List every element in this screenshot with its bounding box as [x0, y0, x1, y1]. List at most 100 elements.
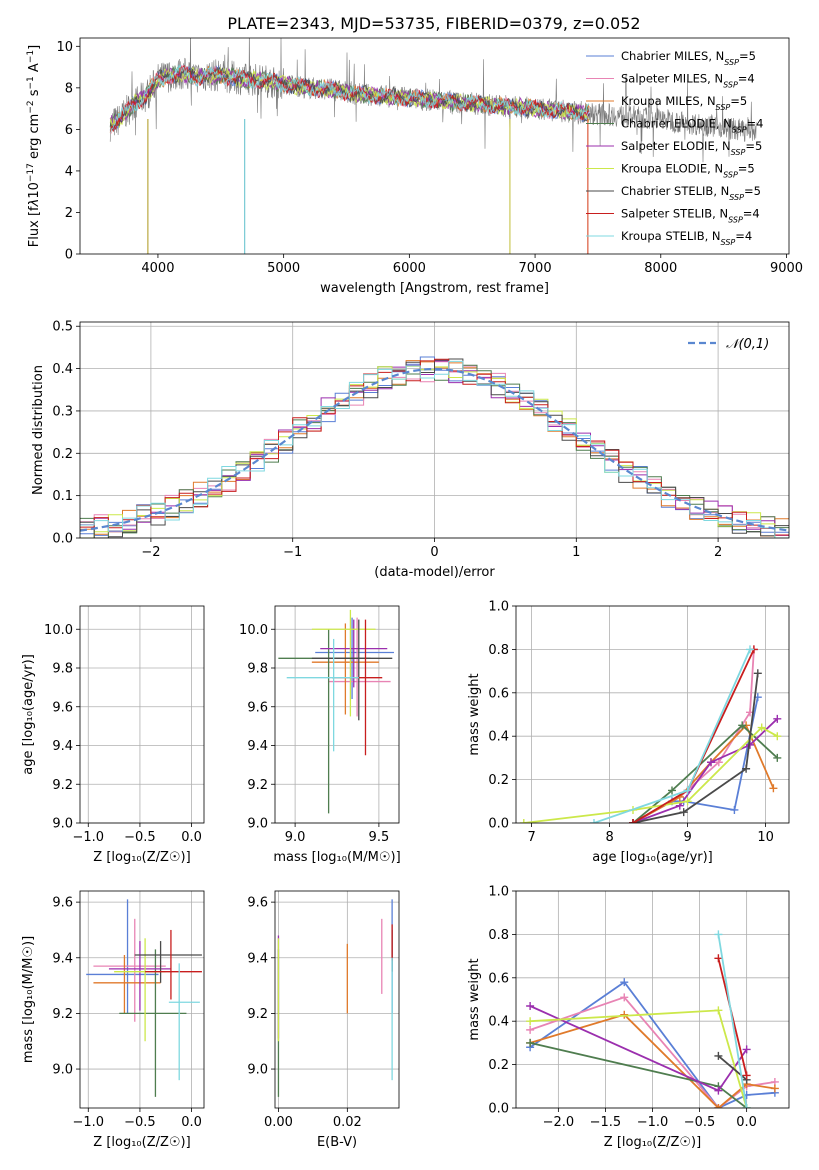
x-tick-label: −1.0 — [72, 1115, 104, 1130]
x-tick-label: −0.5 — [124, 830, 156, 845]
y-tick-label: 1.0 — [488, 885, 509, 900]
legend-entry: Salpeter ELODIE, NSSP=5 — [621, 139, 762, 157]
x-tick-label: −1.5 — [590, 1115, 622, 1130]
data-marker — [730, 805, 739, 814]
data-marker — [773, 732, 782, 741]
axes-frame — [79, 605, 205, 824]
mass-weight-series — [529, 1042, 748, 1108]
series-lines — [526, 930, 779, 1108]
data-marker — [742, 1045, 751, 1054]
legend-entry: Chabrier STELIB, NSSP=5 — [621, 184, 761, 202]
error-bars — [278, 609, 394, 814]
data-marker — [742, 764, 751, 773]
x-axis-label: mass [log₁₀(M/M☉)] — [273, 850, 400, 865]
data-marker — [590, 819, 598, 823]
y-tick-label: 9.2 — [52, 1007, 73, 1022]
data-marker — [683, 797, 692, 806]
age-vs-mass-panel: 9.0 9.5 9.0 9.2 9.4 9.6 9.8 10.0 mass [log₁₀(M/M… — [239, 605, 401, 865]
data-marker — [742, 1104, 751, 1108]
data-marker — [526, 1025, 535, 1034]
data-marker — [757, 723, 766, 732]
x-tick-label: 5000 — [267, 261, 300, 276]
y-tick-label: 0 — [65, 248, 73, 263]
x-tick-label: −2.0 — [543, 1115, 575, 1130]
x-tick-label: 0.0 — [181, 1115, 202, 1130]
x-tick-label: 6000 — [393, 261, 426, 276]
model-spectrum-line — [109, 64, 590, 133]
y-tick-label: 9.0 — [52, 1063, 73, 1078]
mass-weight-vs-metallicity-panel: −2.0 −1.5 −1.0 −0.5 0.0 0.0 0.2 0.4 0.6 0.8 1.0 Z [… — [467, 885, 790, 1150]
y-tick-label: 9.2 — [247, 1007, 268, 1022]
data-marker — [707, 758, 715, 767]
legend-entry: Kroupa STELIB, NSSP=4 — [621, 229, 752, 247]
legend-entry: 𝒩(0,1) — [726, 337, 769, 352]
legend-entry: Chabrier MILES, NSSP=5 — [621, 49, 756, 67]
legend-entry: Salpeter STELIB, NSSP=4 — [621, 207, 760, 225]
x-tick-label: 0.00 — [264, 1115, 293, 1130]
y-tick-label: 9.6 — [52, 700, 73, 715]
mass-weight-series — [717, 934, 748, 1108]
y-axis-label: mass weight — [467, 958, 482, 1040]
y-tick-label: 0.0 — [52, 532, 73, 547]
y-axis-label: mass weight — [467, 673, 482, 755]
y-tick-label: 9.4 — [52, 951, 73, 966]
data-marker — [738, 721, 747, 730]
spectrum-panel: 4000 5000 6000 7000 8000 9000 0 2 4 6 8 10 wavelengt… — [26, 37, 803, 296]
y-tick-label: 9.4 — [247, 951, 268, 966]
data-marker — [773, 753, 782, 762]
y-tick-label: 9.2 — [52, 778, 73, 793]
mass-weight-series — [529, 980, 775, 1108]
age-vs-metallicity-panel: −1.0 −0.5 0.0 9.0 9.2 9.4 9.6 9.8 10.0 Z [log₁₀(Z… — [21, 605, 205, 865]
x-tick-label: −0.5 — [124, 1115, 156, 1130]
histogram-series — [80, 360, 789, 538]
axes-frame — [515, 605, 790, 824]
data-marker — [526, 1038, 535, 1047]
data-marker — [714, 1104, 723, 1108]
x-tick-label: 0.0 — [736, 1115, 757, 1130]
y-tick-label: 0.5 — [52, 320, 73, 335]
error-bars — [86, 899, 202, 1097]
y-axis-label: mass [log₁₀(M/M☉)] — [21, 936, 36, 1063]
data-marker — [714, 954, 723, 963]
data-marker — [668, 786, 676, 795]
residual-histogram-panel: −2 −1 0 1 2 0.0 0.1 0.2 0.3 0.4 0.5 (data-model)/er… — [31, 320, 790, 580]
y-axis-label: Normed distribution — [31, 365, 46, 495]
mass-vs-reddening-panel: 0.00 0.02 9.0 9.2 9.4 9.6 E(B-V) — [247, 890, 400, 1150]
x-tick-label: 10 — [757, 830, 774, 845]
figure-title: PLATE=2343, MJD=53735, FIBERID=0379, z=0… — [227, 14, 640, 33]
y-tick-label: 1.0 — [488, 600, 509, 615]
y-tick-label: 9.0 — [247, 817, 268, 832]
y-tick-label: 0.1 — [52, 489, 73, 504]
y-tick-label: 0.4 — [488, 730, 509, 745]
data-marker — [769, 784, 778, 793]
mass-weight-vs-age-panel: 7 8 9 10 0.0 0.2 0.4 0.6 0.8 1.0 age [log₁₀(age/yr… — [467, 600, 790, 865]
y-tick-label: 0.2 — [488, 1058, 509, 1073]
axes-frame — [79, 321, 790, 539]
data-marker — [620, 1010, 629, 1019]
y-tick-label: 9.8 — [52, 662, 73, 677]
data-marker — [679, 808, 688, 817]
y-tick-label: 9.0 — [247, 1063, 268, 1078]
x-tick-label: 9000 — [770, 261, 803, 276]
y-tick-label: 0.3 — [52, 404, 73, 419]
y-tick-label: 0.6 — [488, 686, 509, 701]
spectrum-lines — [109, 38, 757, 254]
data-marker — [526, 1002, 535, 1011]
x-tick-label: −2 — [141, 545, 160, 560]
y-tick-label: 8 — [65, 81, 73, 96]
legend-entry: Salpeter MILES, NSSP=4 — [621, 72, 755, 90]
data-marker — [620, 993, 629, 1002]
y-tick-label: 9.6 — [52, 896, 73, 911]
model-spectrum-line — [109, 66, 590, 131]
data-marker — [714, 1051, 723, 1060]
x-tick-label: −0.5 — [684, 1115, 716, 1130]
x-tick-label: 9.0 — [285, 830, 306, 845]
x-tick-label: 1 — [572, 545, 580, 560]
y-tick-label: 2 — [65, 206, 73, 221]
data-marker — [683, 786, 692, 795]
x-tick-label: 0.0 — [181, 830, 202, 845]
x-axis-label: Z [log₁₀(Z/Z☉)] — [93, 850, 190, 865]
x-tick-label: 8000 — [644, 261, 677, 276]
y-tick-label: 0.0 — [488, 1102, 509, 1117]
